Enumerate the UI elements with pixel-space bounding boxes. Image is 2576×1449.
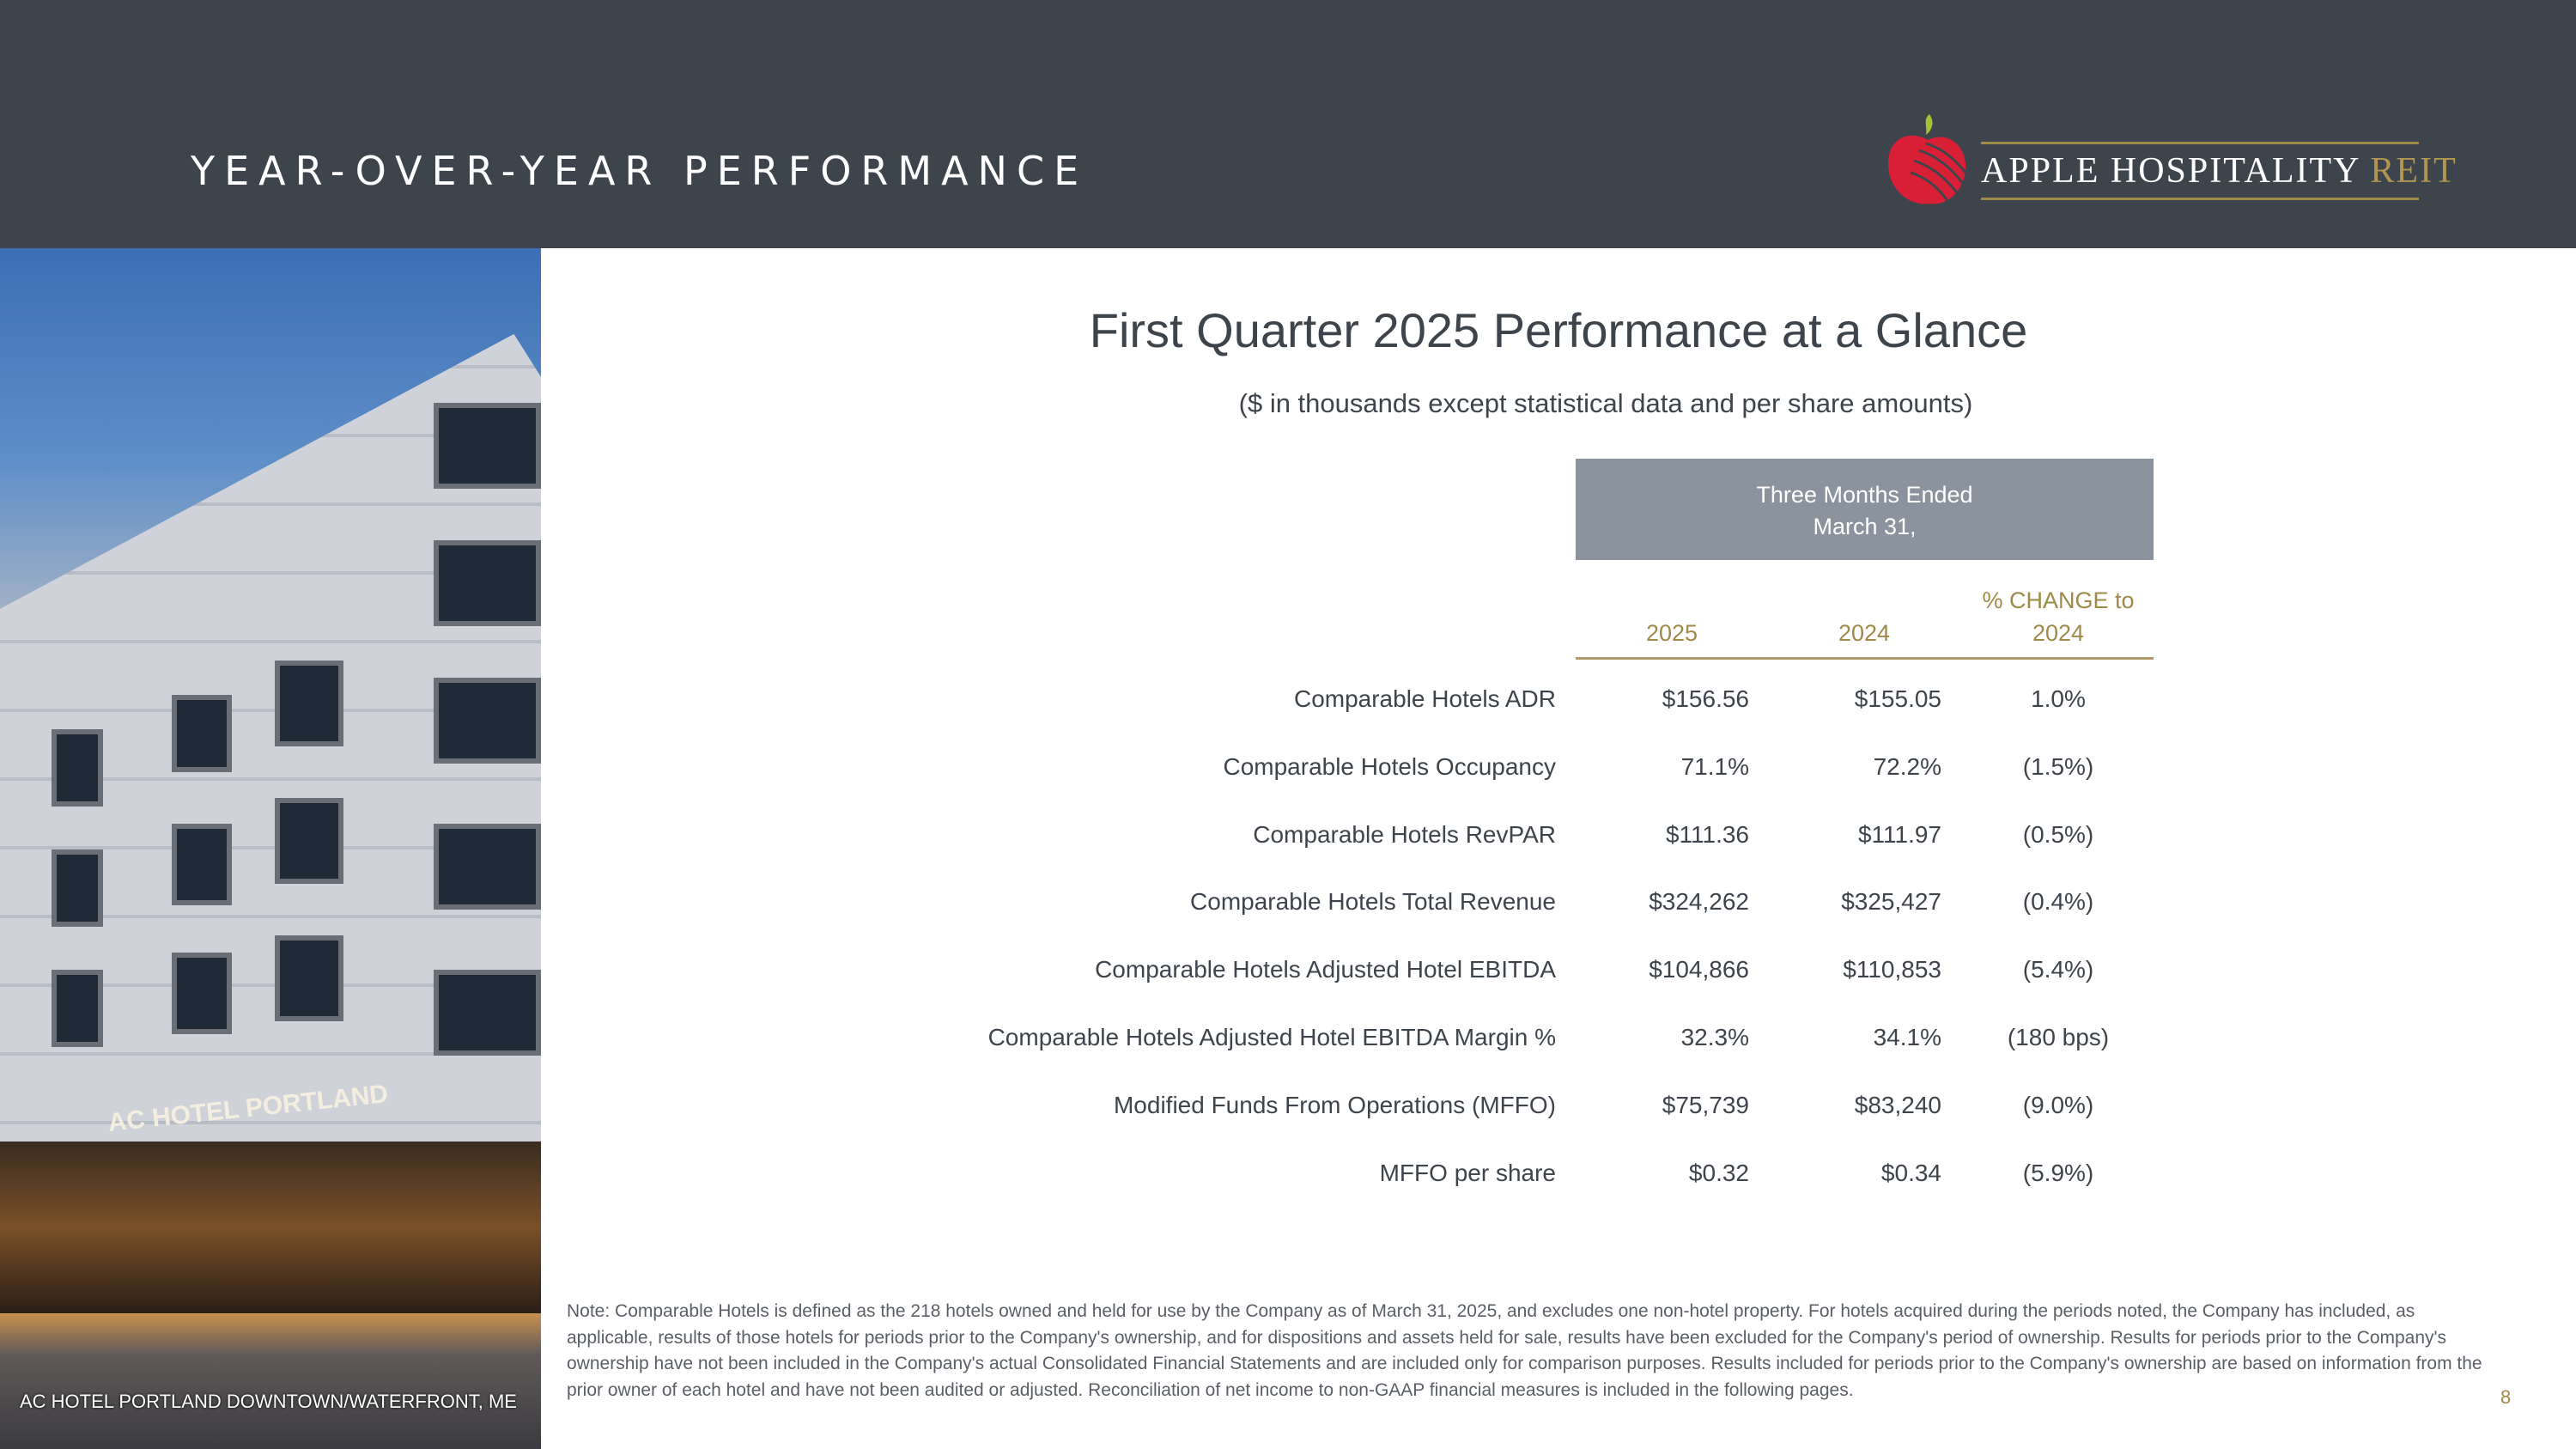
row-label: Modified Funds From Operations (MFFO) xyxy=(1113,1091,1556,1118)
value-2025: $111.36 xyxy=(1665,820,1749,848)
percent-change: (9.0%) xyxy=(2022,1091,2094,1118)
period-header: Three Months Ended March 31, xyxy=(1576,459,2154,560)
value-2025: $75,739 xyxy=(1662,1091,1749,1118)
value-2025: $324,262 xyxy=(1649,888,1749,916)
period-header-line2: March 31, xyxy=(1813,514,1917,539)
value-2025: $0.32 xyxy=(1688,1159,1749,1186)
table-row: MFFO per share $0.32 $0.34 (5.9%) xyxy=(0,1160,2576,1194)
percent-change: (5.9%) xyxy=(2022,1159,2094,1186)
percent-change: (0.5%) xyxy=(2022,820,2094,848)
value-2024: $0.34 xyxy=(1880,1159,1941,1186)
page-subtitle: ($ in thousands except statistical data … xyxy=(1238,388,1973,418)
table-row: Comparable Hotels Adjusted Hotel EBITDA … xyxy=(0,1024,2576,1058)
table-row: Comparable Hotels RevPAR $111.36 $111.97 (0… xyxy=(0,821,2576,855)
column-header-change-line1: % CHANGE to xyxy=(1982,588,2135,613)
photo-caption: AC HOTEL PORTLAND DOWNTOWN/WATERFRONT, M… xyxy=(20,1391,517,1412)
table-row: Comparable Hotels Total Revenue $324,262 $… xyxy=(0,888,2576,922)
percent-change: (1.5%) xyxy=(2022,752,2094,780)
row-label: Comparable Hotels Occupancy xyxy=(1223,752,1556,780)
percent-change: (0.4%) xyxy=(2022,888,2094,916)
page-title: First Quarter 2025 Performance at a Glan… xyxy=(1089,303,2028,357)
percent-change: 1.0% xyxy=(2031,685,2086,712)
value-2025: 32.3% xyxy=(1680,1024,1749,1050)
row-label: Comparable Hotels Total Revenue xyxy=(1190,888,1556,916)
table-row: Comparable Hotels Occupancy 71.1% 72.2% (1.… xyxy=(0,753,2576,788)
hotel-photo: AC HOTEL PORTLAND AC HOTEL PORTLAND DOWN… xyxy=(0,248,541,1449)
value-2025: 71.1% xyxy=(1680,752,1749,780)
section-title: YEAR-OVER-YEAR PERFORMANCE xyxy=(191,148,1089,194)
table-row: Comparable Hotels ADR $156.56 $155.05 1.0% xyxy=(0,685,2576,720)
column-header-2024: 2024 xyxy=(1838,620,1891,646)
value-2025: $104,866 xyxy=(1649,956,1749,983)
value-2024: 34.1% xyxy=(1873,1024,1941,1050)
header-bar: YEAR-OVER-YEAR PERFORMANCE APPLE HOSPITA… xyxy=(0,0,2576,248)
value-2024: 72.2% xyxy=(1873,752,1941,780)
row-label: Comparable Hotels Adjusted Hotel EBITDA … xyxy=(987,1024,1556,1050)
apple-hospitality-logo: APPLE HOSPITALITY REIT xyxy=(1885,107,2456,210)
column-header-2025: 2025 xyxy=(1645,620,1698,646)
footnote: Note: Comparable Hotels is defined as th… xyxy=(567,1301,2482,1400)
row-label: MFFO per share xyxy=(1379,1159,1556,1186)
row-label: Comparable Hotels RevPAR xyxy=(1253,820,1556,848)
row-label: Comparable Hotels Adjusted Hotel EBITDA xyxy=(1095,956,1556,983)
row-label: Comparable Hotels ADR xyxy=(1293,685,1556,712)
period-header-line1: Three Months Ended xyxy=(1756,482,1973,508)
column-header-change-line2: 2024 xyxy=(2032,620,2085,646)
percent-change: (5.4%) xyxy=(2022,956,2094,983)
logo-text-reit: REIT xyxy=(2370,151,2458,191)
value-2024: $155.05 xyxy=(1854,685,1941,712)
percent-change: (180 bps) xyxy=(2007,1024,2110,1050)
table-row: Modified Funds From Operations (MFFO) $75… xyxy=(0,1092,2576,1126)
value-2024: $83,240 xyxy=(1854,1091,1941,1118)
header-rule xyxy=(1576,657,2154,660)
apple-logo-icon xyxy=(1888,114,1967,204)
column-header-change: % CHANGE to 2024 xyxy=(1964,584,2153,649)
value-2024: $111.97 xyxy=(1857,820,1941,848)
logo-text: APPLE HOSPITALITY xyxy=(1981,151,2360,191)
value-2024: $325,427 xyxy=(1841,888,1941,916)
value-2025: $156.56 xyxy=(1662,685,1749,712)
value-2024: $110,853 xyxy=(1843,956,1941,983)
table-row: Comparable Hotels Adjusted Hotel EBITDA $… xyxy=(0,956,2576,990)
page-number: 8 xyxy=(2500,1386,2512,1408)
